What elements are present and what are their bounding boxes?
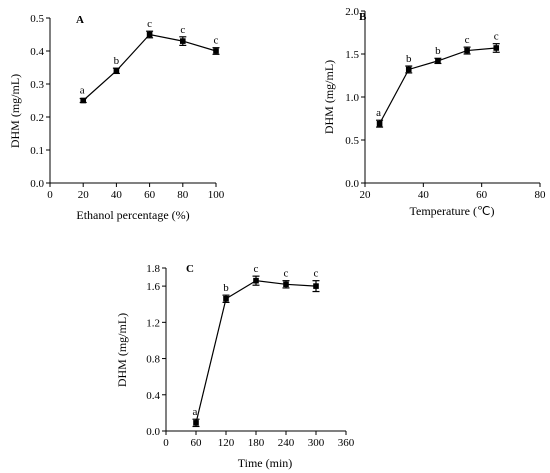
panel-a-significance-letter: a bbox=[80, 85, 85, 97]
panel-b-data-point bbox=[376, 120, 383, 127]
panel-c-x-tick-label: 180 bbox=[248, 437, 265, 449]
panel-b-y-tick-label: 1.0 bbox=[345, 92, 359, 104]
panel-c-y-tick-label: 1.2 bbox=[146, 317, 160, 329]
panel-c-data-point bbox=[283, 281, 289, 288]
panel-a-y-tick-label: 0.3 bbox=[30, 79, 44, 91]
panel-a-data-point bbox=[213, 48, 219, 54]
panel-c-series-line bbox=[195, 280, 317, 423]
panel-a-significance-letter: b bbox=[114, 55, 120, 67]
panel-a-x-tick-label: 80 bbox=[177, 189, 189, 201]
panel-c-significance-letter: a bbox=[193, 406, 198, 418]
panel-a-significance-letter: c bbox=[214, 35, 219, 47]
panel-c-significance-letter: c bbox=[314, 268, 319, 280]
panel-a-y-tick-label: 0.0 bbox=[30, 178, 44, 190]
panel-c-significance-letter: b bbox=[223, 282, 229, 294]
panel-c-x-tick-label: 240 bbox=[278, 437, 295, 449]
panel-a-data-point bbox=[180, 38, 186, 44]
panel-a: A DHM (mg/mL) Ethanol percentage (%) 0 20… bbox=[8, 13, 225, 222]
panel-b-significance-letter: b bbox=[406, 53, 412, 65]
panel-b-significance-letter: c bbox=[494, 31, 499, 43]
panel-a-data-point bbox=[113, 68, 120, 74]
panel-c-x-tick-label: 0 bbox=[163, 437, 169, 449]
panel-c-data-point bbox=[253, 277, 259, 284]
panel-b-x-tick-label: 80 bbox=[535, 189, 547, 201]
panel-c-x-axis-label: Time (min) bbox=[238, 456, 293, 470]
panel-b-data-point bbox=[405, 66, 412, 73]
panel-a-series-line bbox=[82, 33, 217, 101]
panel-c-data-point bbox=[223, 295, 229, 302]
panel-b-data-point bbox=[435, 58, 441, 64]
panel-c-y-tick-label: 0.0 bbox=[146, 426, 160, 438]
panel-a-y-tick-label: 0.1 bbox=[30, 145, 44, 157]
panel-a-x-tick-label: 60 bbox=[144, 189, 156, 201]
panel-c-y-tick-label: 1.6 bbox=[146, 281, 160, 293]
panel-b-data-point bbox=[493, 45, 500, 51]
panel-a-y-tick-label: 0.2 bbox=[30, 112, 44, 124]
panel-b-x-axis-label: Temperature (℃) bbox=[410, 204, 495, 218]
panel-c-label: C bbox=[186, 263, 194, 275]
panel-b-y-tick-label: 0.5 bbox=[345, 135, 359, 147]
panel-a-significance-letter: c bbox=[147, 18, 152, 30]
panel-c-x-tick-label: 60 bbox=[191, 437, 203, 449]
panel-b-significance-letter: c bbox=[465, 34, 470, 46]
panel-a-y-axis-label: DHM (mg/mL) bbox=[8, 74, 22, 148]
panel-b-y-tick-label: 2.0 bbox=[345, 6, 359, 18]
panel-c-x-tick-label: 360 bbox=[338, 437, 355, 449]
panel-b-y-tick-label: 0.0 bbox=[345, 178, 359, 190]
panel-a-x-axis-label: Ethanol percentage (%) bbox=[76, 208, 189, 222]
panel-b-data-point bbox=[464, 47, 470, 54]
panel-c-y-tick-label: 0.4 bbox=[146, 390, 160, 402]
panel-c-significance-letter: c bbox=[254, 263, 259, 275]
panel-c-y-axis-label: DHM (mg/mL) bbox=[115, 313, 129, 387]
panel-c-data-point bbox=[193, 420, 199, 426]
panel-a-x-tick-label: 0 bbox=[47, 189, 53, 201]
panel-c-significance-letter: c bbox=[284, 268, 289, 280]
panel-b-y-axis-label: DHM (mg/mL) bbox=[322, 60, 336, 134]
panel-c: C DHM (mg/mL) Time (min) 0 60 120 180 240 300… bbox=[115, 263, 355, 470]
panel-b-significance-letter: b bbox=[435, 45, 441, 57]
panel-c-data-point bbox=[313, 283, 319, 289]
panel-a-y-tick-label: 0.5 bbox=[30, 13, 44, 25]
panel-b-x-tick-label: 20 bbox=[360, 189, 372, 201]
panel-a-data-point bbox=[80, 97, 86, 104]
panel-c-x-tick-label: 300 bbox=[308, 437, 325, 449]
panel-a-x-tick-label: 20 bbox=[78, 189, 90, 201]
panel-b-significance-letter: a bbox=[376, 107, 381, 119]
panel-b-x-tick-label: 40 bbox=[418, 189, 430, 201]
panel-a-y-tick-label: 0.4 bbox=[30, 46, 44, 58]
panel-b-y-tick-label: 1.5 bbox=[345, 49, 359, 61]
panel-a-data-point bbox=[146, 31, 153, 38]
panel-c-y-tick-label: 1.8 bbox=[146, 263, 160, 275]
panel-b: B DHM (mg/mL) Temperature (℃) 20 40 60 80 0.… bbox=[322, 6, 546, 218]
panel-b-label: B bbox=[359, 11, 367, 23]
panel-a-significance-letter: c bbox=[180, 24, 185, 36]
panel-c-x-tick-label: 120 bbox=[218, 437, 235, 449]
panel-c-y-tick-label: 0.8 bbox=[146, 354, 160, 366]
panel-b-x-tick-label: 60 bbox=[476, 189, 488, 201]
panel-a-label: A bbox=[76, 14, 84, 26]
panel-a-x-tick-label: 100 bbox=[208, 189, 225, 201]
panel-a-x-tick-label: 40 bbox=[111, 189, 123, 201]
